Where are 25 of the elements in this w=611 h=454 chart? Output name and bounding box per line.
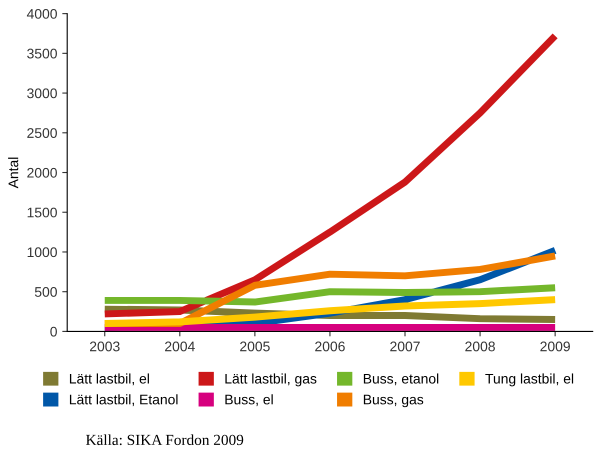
x-tick-label: 2005 <box>240 342 270 352</box>
x-tick-label: 2008 <box>465 342 495 352</box>
legend-label: Tung lastbil, el <box>485 373 574 386</box>
legend-label: Buss, gas <box>364 394 424 408</box>
x-tick-label: 2007 <box>390 342 420 352</box>
y-tick-label: 3500 <box>27 48 57 59</box>
y-tick-label: 3000 <box>27 88 57 98</box>
y-tick-label: 4000 <box>26 8 57 19</box>
legend-label: Lätt lastbil, gas <box>225 373 316 386</box>
y-tick-label: 0 <box>50 326 57 337</box>
y-tick-label: 1500 <box>28 208 57 218</box>
x-tick-label: 2009 <box>540 342 570 352</box>
x-tick-label: 2006 <box>315 342 345 352</box>
x-tick-label: 2004 <box>165 342 195 352</box>
y-tick-label: 1000 <box>28 247 57 258</box>
legend-label: Lätt lastbil, Etanol <box>70 394 178 406</box>
y-tick-label: 2500 <box>27 128 57 138</box>
y-axis-title: Antal <box>8 158 18 188</box>
y-tick-label: 500 <box>34 287 57 297</box>
x-tick-label: 2003 <box>90 342 120 352</box>
legend-label: Buss, etanol <box>364 373 438 386</box>
legend-label: Lätt lastbil, el <box>70 373 149 386</box>
text: Källa: SIKA Fordon 2009 <box>86 434 244 446</box>
legend-label: Buss, el <box>225 394 273 406</box>
y-tick-label: 2000 <box>27 168 57 178</box>
